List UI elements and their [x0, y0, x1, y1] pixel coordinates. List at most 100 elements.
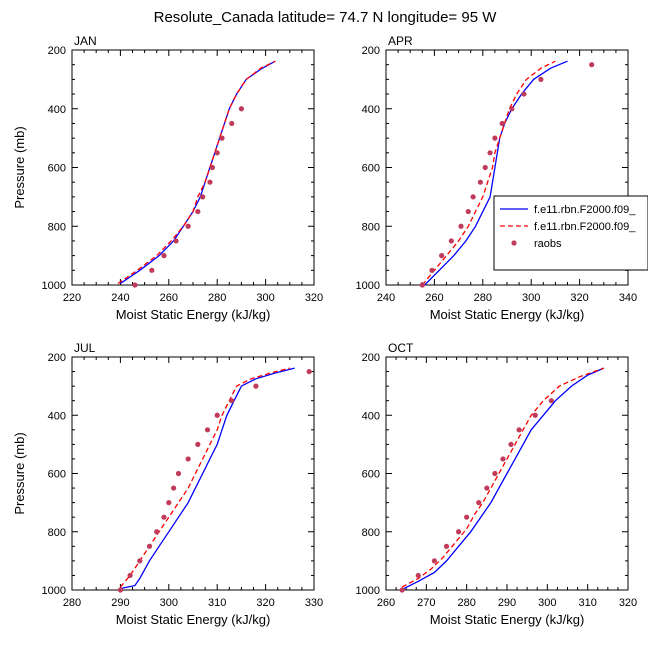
- figure-title: Resolute_Canada latitude= 74.7 N longitu…: [154, 9, 498, 26]
- raobs-point: [161, 514, 167, 520]
- series-line-solid: [120, 60, 276, 285]
- series-line-dashed: [421, 60, 556, 285]
- y-axis-label: Pressure (mb): [12, 126, 27, 208]
- raobs-point: [399, 587, 405, 593]
- raobs-point: [521, 91, 527, 97]
- x-tick-label: 290: [498, 597, 516, 609]
- raobs-point: [448, 238, 454, 244]
- raobs-point: [465, 208, 471, 215]
- plot-frame: [71, 356, 315, 591]
- raobs-point: [456, 529, 462, 535]
- raobs-point: [195, 208, 201, 215]
- raobs-point: [477, 179, 483, 185]
- legend-box: [493, 195, 648, 271]
- x-tick-label: 240: [377, 292, 395, 304]
- raobs-point: [204, 427, 211, 433]
- raobs-point: [238, 106, 244, 112]
- x-tick-label: 220: [63, 292, 81, 304]
- legend-marker: [511, 240, 517, 246]
- panel-apr: APR 240 260 280 300 320 340 200 400 600 800 1000 Moi…: [356, 34, 638, 322]
- raobs-point: [137, 558, 143, 564]
- raobs-point: [127, 572, 133, 579]
- raobs-point: [185, 223, 191, 229]
- series-group: [401, 367, 605, 590]
- x-tick-label: 330: [305, 597, 323, 609]
- raobs-point: [492, 135, 498, 141]
- raobs-point: [509, 106, 515, 112]
- y-tick-label: 200: [48, 352, 66, 364]
- y-tick-label: 1000: [42, 280, 66, 292]
- raobs-point: [146, 543, 153, 549]
- series-line-dashed: [117, 60, 276, 285]
- raobs-point: [548, 398, 554, 404]
- raobs-point: [538, 76, 544, 82]
- y-tick-label: 600: [362, 469, 380, 481]
- y-tick-label: 400: [48, 410, 66, 422]
- x-tick-label: 280: [63, 597, 81, 609]
- y-tick-label: 200: [362, 352, 380, 364]
- panel-label: JUL: [74, 341, 96, 355]
- raobs-point: [306, 368, 312, 375]
- raobs-point: [214, 150, 220, 156]
- plot-frame: [71, 49, 315, 286]
- y-tick-label: 800: [362, 221, 380, 233]
- raobs-point: [132, 282, 138, 288]
- y-tick-label: 1000: [356, 280, 380, 292]
- series-group: [421, 60, 568, 285]
- x-tick-label: 270: [417, 597, 435, 609]
- x-axis-label: Moist Static Energy (kJ/kg): [116, 612, 271, 627]
- panel-jan: JAN 220 240 260 280 300 320 200 400 600 800 1000 Moi…: [12, 34, 323, 322]
- x-tick-label: 280: [474, 292, 492, 304]
- x-axis-label: Moist Static Energy (kJ/kg): [116, 307, 271, 322]
- raobs-point: [214, 412, 220, 418]
- x-tick-label: 320: [256, 597, 274, 609]
- raobs-point: [499, 120, 505, 127]
- series-line-solid: [424, 60, 568, 285]
- legend-label: f.e11.rbn.F2000.f09_: [534, 204, 636, 216]
- raobs-point: [439, 253, 445, 259]
- series-line-dashed: [401, 367, 605, 588]
- x-tick-label: 290: [111, 597, 129, 609]
- y-tick-label: 600: [362, 163, 380, 175]
- panel-oct: OCT 260 270 280 290 300 310 320 200 400 600 800 1000…: [356, 341, 638, 627]
- raobs-point: [253, 383, 259, 389]
- raobs-point: [508, 441, 514, 447]
- raobs-point: [166, 500, 172, 506]
- series-group: [119, 367, 295, 590]
- y-tick-label: 800: [48, 527, 66, 539]
- series-line-dashed: [119, 367, 290, 588]
- raobs-point: [419, 282, 425, 288]
- raobs-point: [195, 441, 201, 447]
- x-tick-label: 260: [377, 597, 395, 609]
- x-axis-label: Moist Static Energy (kJ/kg): [430, 307, 585, 322]
- raobs-point: [532, 412, 538, 418]
- y-tick-label: 600: [48, 163, 66, 175]
- y-tick-label: 800: [48, 221, 66, 233]
- x-tick-label: 310: [578, 597, 596, 609]
- panel-label: APR: [388, 34, 413, 48]
- y-tick-label: 800: [362, 527, 380, 539]
- raobs-point: [229, 398, 235, 404]
- y-tick-label: 1000: [42, 585, 66, 597]
- raobs-point: [484, 485, 490, 491]
- series-group: [117, 60, 276, 285]
- x-tick-label: 300: [160, 597, 178, 609]
- raobs-point: [175, 470, 182, 477]
- x-tick-label: 280: [457, 597, 475, 609]
- panel-label: JAN: [74, 34, 97, 48]
- legend-label: f.e11.rbn.F2000.f09_: [534, 221, 636, 233]
- raobs-point: [464, 514, 470, 520]
- raobs-point: [470, 194, 476, 200]
- raobs-point: [492, 470, 498, 477]
- raobs-point: [200, 194, 206, 200]
- raobs-point: [476, 500, 482, 506]
- raobs-point: [516, 427, 522, 433]
- x-tick-label: 260: [160, 292, 178, 304]
- y-tick-label: 200: [48, 45, 66, 57]
- x-tick-label: 340: [619, 292, 637, 304]
- x-tick-label: 280: [208, 292, 226, 304]
- raobs-point: [443, 543, 450, 549]
- raobs-point: [429, 267, 435, 273]
- y-tick-label: 400: [362, 104, 380, 116]
